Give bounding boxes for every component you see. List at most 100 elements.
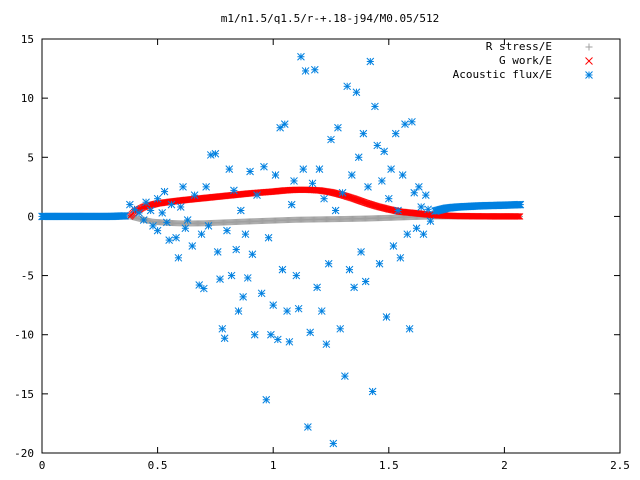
data-point (280, 120, 289, 129)
data-point (271, 171, 280, 179)
data-point (343, 82, 352, 91)
data-point (304, 423, 312, 431)
data-point (204, 222, 213, 230)
data-point (216, 275, 224, 283)
data-point (181, 224, 190, 233)
data-point (158, 209, 167, 217)
data-point (412, 224, 421, 233)
series-layer (38, 52, 525, 448)
data-point (352, 88, 361, 97)
data-point (250, 330, 259, 339)
data-point (195, 281, 204, 289)
data-point (403, 230, 412, 239)
legend-label-acoustic-flux: Acoustic flux/E (453, 68, 552, 81)
data-point (146, 206, 155, 215)
data-point (308, 179, 317, 188)
data-point (230, 186, 238, 195)
y-tick-label: -5 (21, 270, 34, 283)
data-point (162, 218, 171, 227)
data-point (197, 230, 206, 239)
data-point (283, 307, 291, 315)
data-point (183, 216, 192, 224)
data-point (317, 307, 326, 315)
data-point (188, 242, 197, 250)
data-point (285, 337, 294, 346)
data-point (206, 151, 215, 159)
data-point (380, 147, 389, 156)
data-point (174, 253, 183, 262)
data-point (301, 67, 310, 75)
data-point (287, 200, 296, 209)
data-point (405, 324, 414, 333)
data-point (410, 188, 419, 197)
data-point (246, 167, 254, 176)
data-point (294, 304, 303, 313)
legend-marker (585, 71, 593, 79)
data-point (336, 324, 345, 333)
data-point (297, 52, 305, 61)
data-point (320, 194, 328, 203)
x-tick-label: 1 (270, 459, 277, 472)
data-point (172, 233, 180, 242)
legend-label-r-stress: R stress/E (486, 40, 552, 53)
data-point (165, 236, 174, 244)
data-point (338, 188, 347, 197)
x-tick-label: 2.5 (610, 459, 630, 472)
data-point (329, 439, 338, 448)
data-point (375, 259, 384, 268)
data-point (426, 217, 435, 226)
data-point (364, 183, 372, 191)
data-point (257, 289, 266, 298)
data-point (514, 213, 522, 220)
data-point (373, 141, 382, 150)
x-tick-label: 1.5 (379, 459, 399, 472)
data-point (382, 313, 391, 321)
data-point (401, 120, 409, 129)
data-point (225, 165, 234, 173)
data-point (273, 335, 282, 344)
plot-frame (41, 38, 621, 454)
data-point (368, 387, 377, 396)
data-point (334, 123, 342, 132)
data-point (371, 102, 379, 111)
data-point (278, 265, 287, 274)
data-point (253, 191, 261, 199)
data-point (396, 253, 405, 262)
data-point (350, 283, 358, 292)
data-point (424, 205, 432, 214)
legend-label-g-work: G work/E (499, 54, 552, 67)
data-point (190, 191, 199, 199)
y-tick-label: 0 (27, 210, 34, 223)
data-point (248, 250, 257, 259)
data-point (260, 162, 268, 171)
data-point (153, 226, 162, 235)
data-point (241, 230, 250, 239)
data-point (153, 194, 162, 203)
data-point (378, 177, 386, 185)
data-point (306, 328, 315, 337)
data-point (176, 203, 185, 211)
data-point (211, 149, 220, 158)
y-tick-label: 10 (21, 92, 34, 105)
y-tick-label: -10 (14, 329, 34, 342)
data-point (398, 171, 407, 179)
data-point (327, 135, 335, 144)
data-point (359, 129, 368, 138)
data-point (167, 200, 176, 209)
x-tick-label: 0.5 (148, 459, 168, 472)
data-point (387, 165, 395, 173)
data-point (515, 213, 523, 220)
legend: R stress/E G work/E Acoustic flux/E (453, 40, 593, 81)
data-point (421, 191, 430, 199)
data-point (199, 284, 208, 293)
series-0 (126, 213, 524, 227)
data-point (419, 230, 428, 239)
data-point (160, 187, 169, 196)
data-point (391, 129, 400, 138)
data-point (267, 330, 275, 339)
legend-marker (585, 57, 593, 65)
series-2 (38, 52, 525, 448)
data-point (516, 213, 524, 220)
data-point (236, 206, 245, 215)
data-point (149, 222, 157, 230)
